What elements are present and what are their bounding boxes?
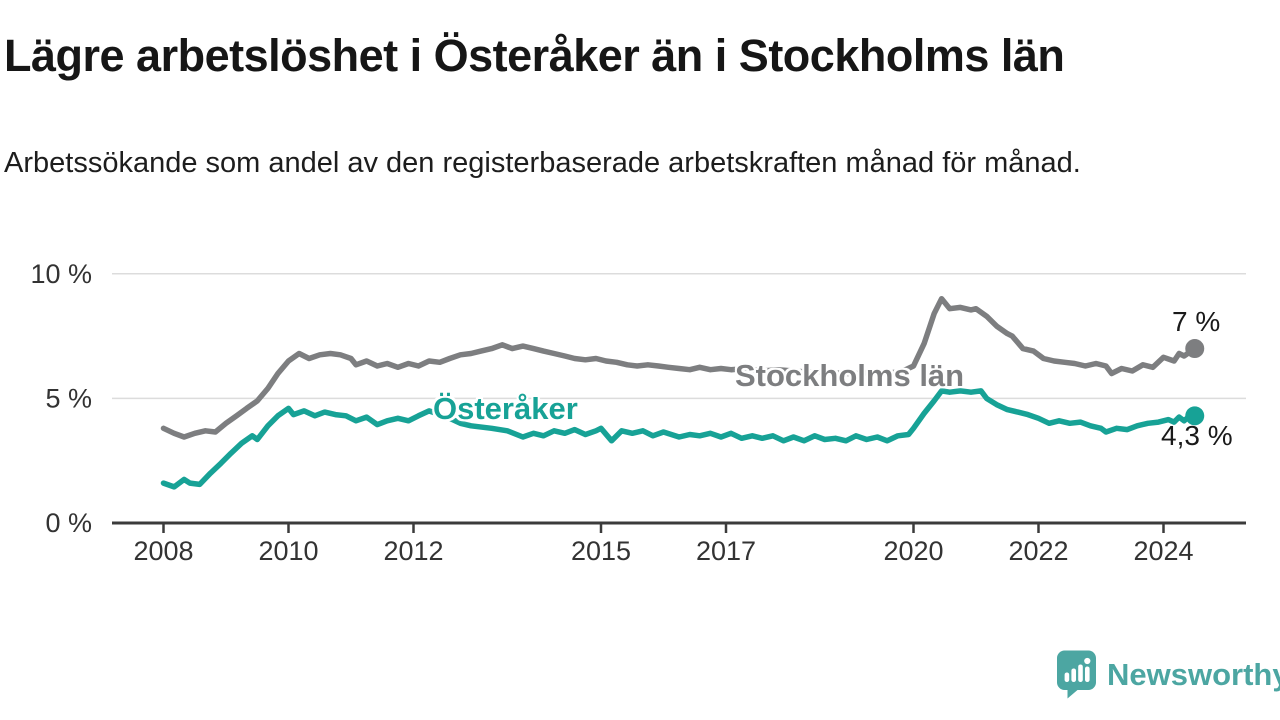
y-tick-label-10: 10 % xyxy=(30,259,92,289)
end-value-label-osteraker: 4,3 % xyxy=(1161,420,1233,451)
series-label-stockholms-lan: Stockholms län xyxy=(735,358,965,393)
y-tick-label-5: 5 % xyxy=(45,383,92,413)
x-tick-label-2022: 2022 xyxy=(1008,536,1068,566)
newsworthy-logo: Newsworthy xyxy=(1056,650,1280,699)
newsworthy-brand-text: Newsworthy xyxy=(1107,656,1280,692)
end-value-label-stockholms-lan: 7 % xyxy=(1172,306,1221,337)
series-line--ster-ker xyxy=(160,388,1198,490)
series-label-osteraker: Österåker xyxy=(433,391,578,426)
chart-subtitle: Arbetssökande som andel av den registerb… xyxy=(4,147,1081,179)
x-tick-label-2015: 2015 xyxy=(571,536,631,566)
x-tick-label-2012: 2012 xyxy=(383,536,443,566)
x-tick-label-2020: 2020 xyxy=(883,536,943,566)
chart-title: Lägre arbetslöshet i Österåker än i Stoc… xyxy=(4,30,1065,81)
series-line-stockholms-l-n xyxy=(160,295,1198,440)
x-tick-label-2010: 2010 xyxy=(258,536,318,566)
newsworthy-bubble-chart-icon xyxy=(1057,650,1096,699)
y-tick-label-0: 0 % xyxy=(45,508,92,538)
x-tick-label-2008: 2008 xyxy=(133,536,193,566)
x-tick-label-2017: 2017 xyxy=(696,536,756,566)
x-tick-label-2024: 2024 xyxy=(1133,536,1193,566)
series-endpoint-dot--ster-ker xyxy=(1185,406,1205,426)
series-endpoint-dot-stockholms-l-n xyxy=(1185,339,1205,359)
